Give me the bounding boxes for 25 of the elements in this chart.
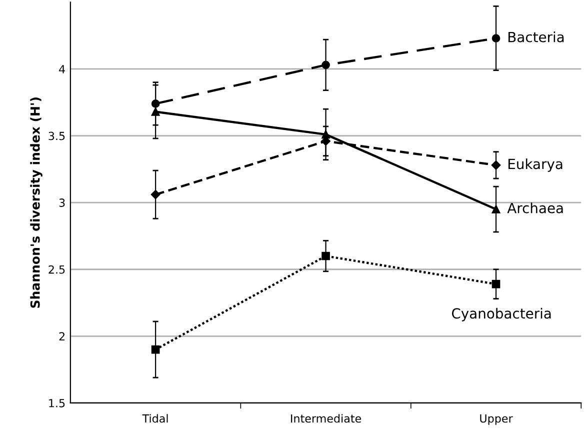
x-tick-label: Intermediate xyxy=(291,414,362,423)
point xyxy=(322,60,330,70)
point xyxy=(151,345,160,354)
point xyxy=(151,100,160,108)
y-tick-label: 3 xyxy=(59,198,65,207)
y-tick-label: 1.5 xyxy=(49,399,65,408)
point xyxy=(150,190,160,200)
point xyxy=(151,108,160,116)
series-label: Cyanobacteria xyxy=(452,308,551,322)
y-tick-label: 2.5 xyxy=(48,265,65,274)
x-tick-label: Tidal xyxy=(142,414,168,423)
y-tick-label: 3.5 xyxy=(48,132,65,140)
point xyxy=(322,130,330,139)
point xyxy=(491,160,501,170)
point xyxy=(492,280,500,288)
x-tick-label: Upper xyxy=(480,414,513,425)
point xyxy=(322,252,330,260)
y-tick-label: 2 xyxy=(59,332,64,340)
series-label: Eukarya xyxy=(508,158,562,172)
series-label: Archaea xyxy=(507,202,563,214)
y-axis-title: Shannon's diversity index (H') xyxy=(30,98,42,308)
point xyxy=(492,205,500,214)
point xyxy=(492,34,500,42)
y-tick-label: 4 xyxy=(59,65,65,74)
series-label: Bacteria xyxy=(508,32,564,42)
